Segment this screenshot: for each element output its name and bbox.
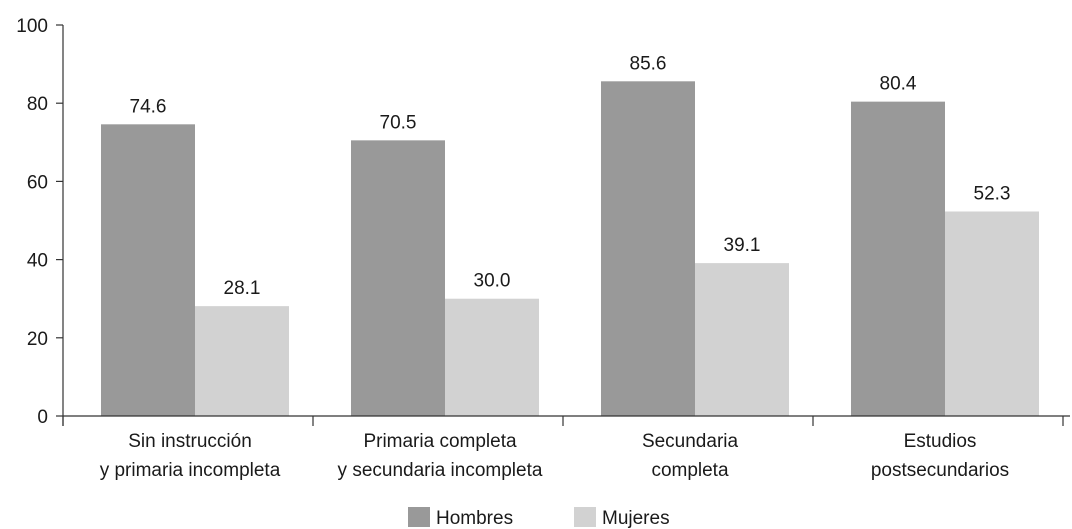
- x-category-label: postsecundarios: [871, 460, 1009, 481]
- bar-mujeres: [195, 306, 289, 416]
- y-tick-label: 100: [16, 16, 48, 37]
- legend-label-hombres: Hombres: [436, 508, 513, 529]
- data-label: 80.4: [880, 74, 917, 95]
- x-category-label: y primaria incompleta: [100, 460, 281, 481]
- y-tick-label: 80: [27, 94, 48, 115]
- data-label: 39.1: [724, 235, 761, 256]
- bar-hombres: [601, 81, 695, 416]
- data-label: 28.1: [224, 278, 261, 299]
- bars-layer: [101, 81, 1039, 417]
- y-tick-label: 40: [27, 251, 48, 272]
- data-label: 74.6: [130, 96, 167, 117]
- x-category-label: Primaria completa: [363, 431, 517, 452]
- x-category-label: Estudios: [904, 431, 977, 452]
- x-category-label: y secundaria incompleta: [338, 460, 543, 481]
- data-label: 30.0: [474, 271, 511, 292]
- x-axis: Sin instrucción y primaria incompleta Prim…: [62, 415, 1070, 481]
- x-category-label: completa: [651, 460, 729, 481]
- bar-hombres: [101, 124, 195, 417]
- y-tick-label: 20: [27, 329, 48, 350]
- x-category-label: Secundaria: [642, 431, 739, 452]
- y-tick-label: 60: [27, 172, 48, 193]
- legend-label-mujeres: Mujeres: [602, 508, 670, 529]
- y-axis: 0 20 40 60 80 100: [16, 16, 64, 428]
- x-category-label: Sin instrucción: [128, 431, 252, 452]
- legend-swatch-hombres: [408, 507, 430, 527]
- data-label: 70.5: [380, 112, 417, 133]
- y-tick-label: 0: [37, 407, 48, 428]
- legend: Hombres Mujeres: [408, 507, 670, 529]
- bar-mujeres: [445, 298, 539, 416]
- legend-swatch-mujeres: [574, 507, 596, 527]
- data-label: 52.3: [974, 184, 1011, 205]
- bar-hombres: [851, 101, 945, 417]
- data-label: 85.6: [630, 53, 667, 74]
- bar-hombres: [351, 140, 445, 416]
- bar-mujeres: [945, 211, 1039, 416]
- data-labels-layer: 74.6 28.1 70.5 30.0 85.6 39.1 80.4 52.3: [130, 53, 1011, 299]
- bar-mujeres: [695, 263, 789, 416]
